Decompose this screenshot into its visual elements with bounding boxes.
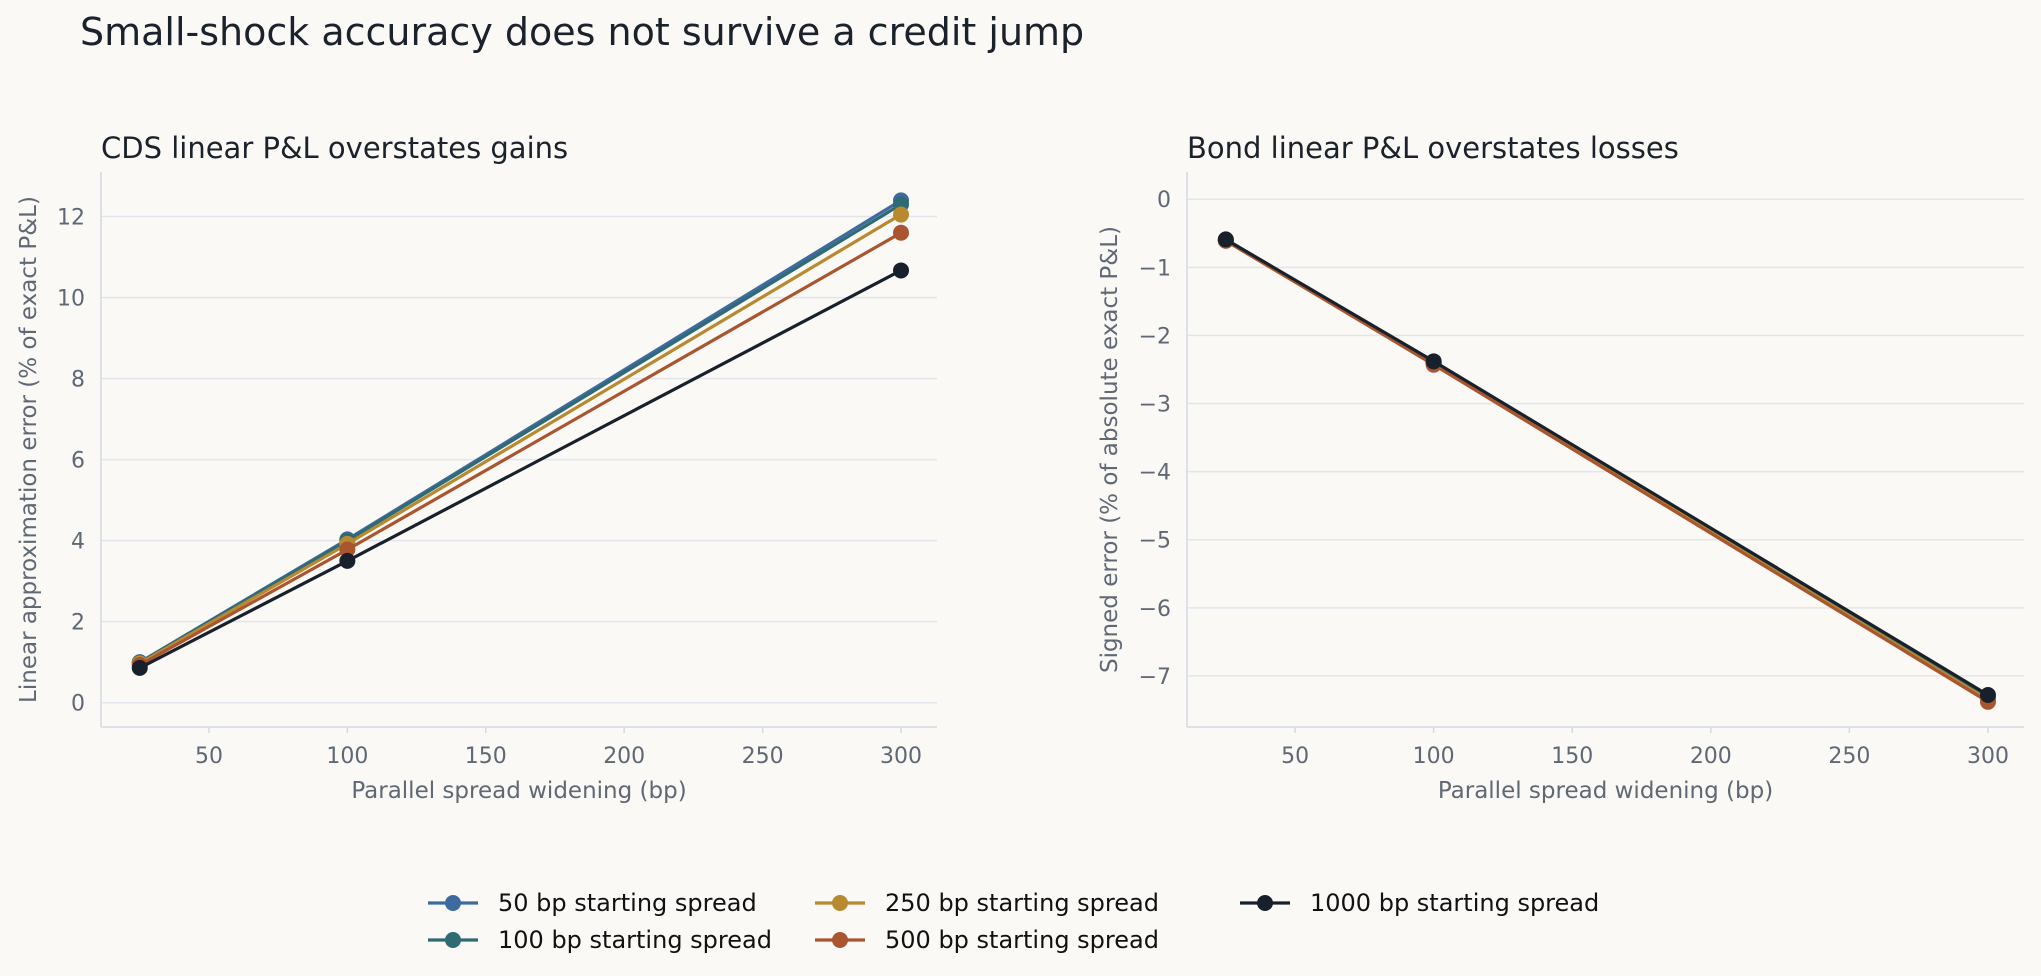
data-point [1217, 231, 1234, 248]
data-point [1979, 686, 1996, 703]
legend-item: 1000 bp starting spread [1240, 889, 1599, 917]
x-tick-label: 50 [1281, 744, 1309, 769]
y-tick-label: 4 [71, 530, 85, 555]
panel-cds: 0 2 4 6 8 10 12 50 100 150 200 250 300 Parallel sprea… [16, 131, 937, 804]
y-tick-label: 0 [71, 692, 85, 717]
y-axis-label: Signed error (% of absolute exact P&L) [1097, 226, 1123, 673]
legend-swatch-marker [832, 932, 848, 948]
y-tick-label: −3 [1139, 393, 1171, 418]
legend-swatch-marker [445, 895, 461, 911]
y-tick-label: 2 [71, 611, 85, 636]
y-tick-label: −6 [1139, 597, 1171, 622]
y-tick-label: −2 [1139, 324, 1171, 349]
y-tick-label: 10 [57, 287, 85, 312]
legend-swatch-marker [1257, 895, 1273, 911]
series-line-4 [139, 268, 902, 670]
y-tick-label: −7 [1139, 665, 1171, 690]
x-tick-label: 250 [742, 744, 784, 769]
x-axis-label: Parallel spread widening (bp) [351, 778, 686, 804]
data-point [131, 659, 148, 676]
x-tick-label: 250 [1828, 744, 1870, 769]
panel-title: CDS linear P&L overstates gains [101, 131, 568, 165]
data-point [339, 552, 356, 569]
x-tick-label: 50 [195, 744, 223, 769]
legend-label: 1000 bp starting spread [1310, 889, 1599, 917]
data-point [893, 262, 910, 279]
y-tick-label: −5 [1139, 529, 1171, 554]
data-point [893, 224, 910, 241]
x-tick-label: 100 [1413, 744, 1455, 769]
series-line-2 [139, 213, 902, 665]
legend-label: 250 bp starting spread [885, 889, 1159, 917]
data-point [339, 541, 356, 558]
series-line-0 [138, 199, 902, 664]
legend-label: 50 bp starting spread [498, 889, 757, 917]
panel-title: Bond linear P&L overstates losses [1187, 131, 1679, 165]
y-axis-label: Linear approximation error (% of exact P… [16, 196, 42, 703]
legend-item: 250 bp starting spread [815, 889, 1159, 917]
x-tick-label: 300 [1967, 744, 2009, 769]
x-tick-label: 200 [603, 744, 645, 769]
y-tick-label: −1 [1139, 256, 1171, 281]
figure-title: Small-shock accuracy does not survive a … [80, 10, 1084, 54]
legend: 50 bp starting spread 100 bp starting spr… [428, 889, 1599, 954]
data-point [893, 206, 910, 223]
x-axis-label: Parallel spread widening (bp) [1438, 778, 1773, 804]
x-tick-label: 300 [880, 744, 922, 769]
x-tick-label: 150 [1551, 744, 1593, 769]
x-tick-label: 150 [465, 744, 507, 769]
legend-item: 50 bp starting spread [428, 889, 757, 917]
y-tick-label: 8 [71, 368, 85, 393]
legend-item: 500 bp starting spread [815, 926, 1159, 954]
legend-swatch-marker [445, 932, 461, 948]
legend-label: 100 bp starting spread [498, 926, 772, 954]
x-tick-label: 200 [1690, 744, 1732, 769]
x-tick-label: 100 [326, 744, 368, 769]
legend-item: 100 bp starting spread [428, 926, 772, 954]
data-point [1425, 353, 1442, 370]
legend-swatch-marker [832, 895, 848, 911]
series-line-4 [1224, 238, 1989, 697]
y-tick-label: 12 [57, 206, 85, 231]
legend-label: 500 bp starting spread [885, 926, 1159, 954]
y-tick-label: 0 [1157, 188, 1171, 213]
y-tick-label: −4 [1139, 461, 1171, 486]
panel-bond: 0 −1 −2 −3 −4 −5 −6 −7 50 100 150 200 250 300 Parallel… [1097, 131, 2024, 804]
y-tick-label: 6 [71, 449, 85, 474]
